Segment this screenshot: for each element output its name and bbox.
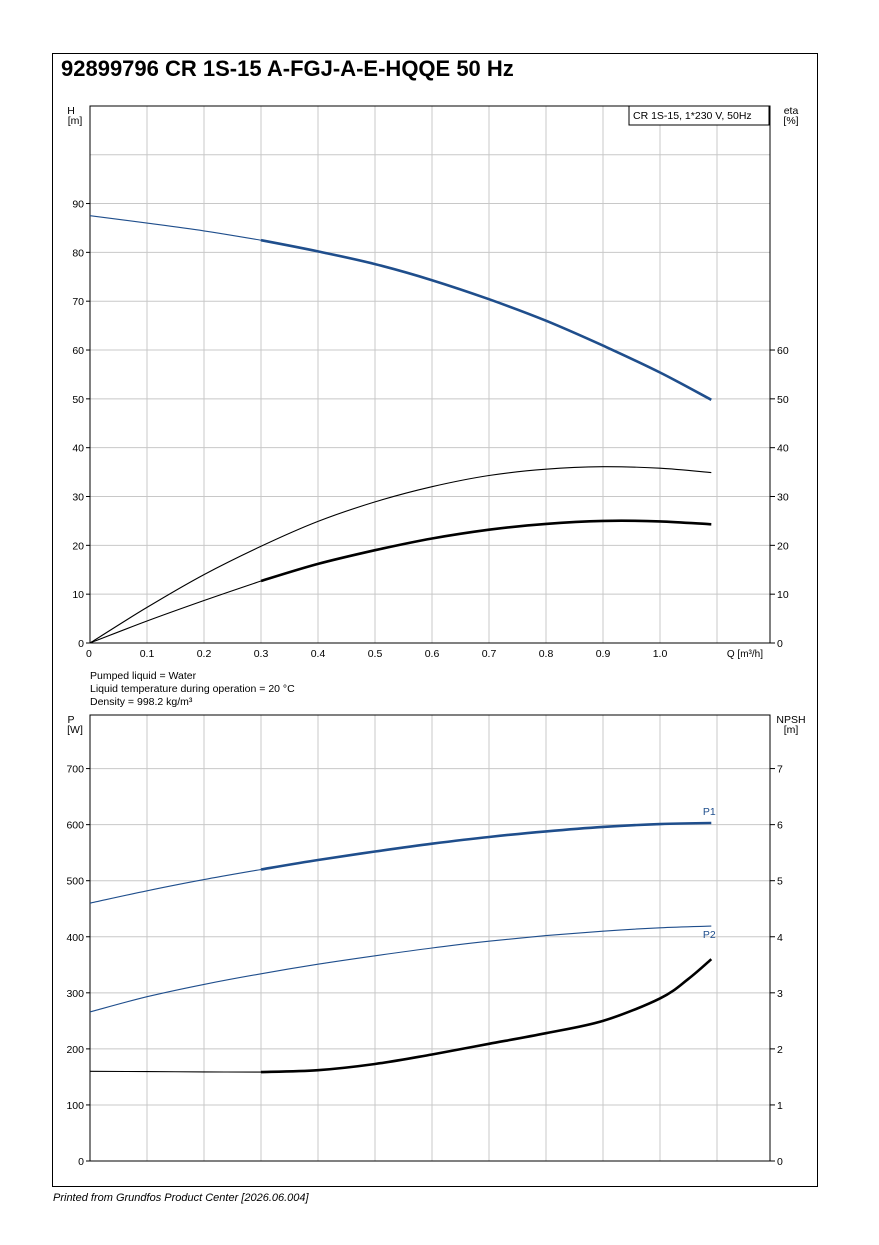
chart-2-right-tick-label-0: 0 [777,1156,783,1168]
chart-1-plot-border [89,105,771,644]
chart-1-right-tick-label-6: 60 [777,345,789,357]
chart-2-left-axis-label: P [67,714,74,726]
chart-2-left-tick-label-4: 400 [66,932,84,944]
chart-1-x-tick-label-0: 0 [86,648,92,660]
chart-2-right-tick-label-2: 2 [777,1044,783,1056]
page-frame [52,53,818,1187]
condition-line-1: Pumped liquid = Water [90,670,197,682]
chart-2-right-tick-label-4: 4 [777,932,783,944]
chart-1-right-axis-unit: [%] [783,115,798,127]
footer-note: Printed from Grundfos Product Center [20… [53,1192,309,1204]
chart-2-right-axis-label: NPSH [776,714,805,726]
chart-2-series-1-label: P1 [703,806,716,818]
chart-2-left-tick-label-1: 100 [66,1100,84,1112]
chart-1-x-tick-label-10: 1.0 [653,648,668,660]
chart-2-left-axis-unit: [W] [67,724,83,736]
chart-1-x-tick-label-7: 0.7 [482,648,497,660]
chart-1-x-tick-label-8: 0.8 [539,648,554,660]
chart-1-right-tick-label-3: 30 [777,492,789,504]
chart-2-plot-border [89,714,771,1162]
chart-1-series-3-line [89,580,262,644]
chart-2-left-tick-label-3: 300 [66,988,84,1000]
chart-1-series-2-line [89,466,712,644]
chart-1-x-tick-label-2: 0.2 [197,648,212,660]
chart-1-x-tick-label-4: 0.4 [311,648,326,660]
chart-2-left-tick-label-6: 600 [66,820,84,832]
chart-2-left-tick-label-5: 500 [66,876,84,888]
page-title: 92899796 CR 1S-15 A-FGJ-A-E-HQQE 50 Hz [61,56,514,81]
chart-2-right-axis-unit: [m] [784,724,799,736]
chart-1-left-tick-label-3: 30 [72,492,84,504]
chart-2-left-tick-label-0: 0 [78,1156,84,1168]
chart-1-left-tick-label-1: 10 [72,589,84,601]
axes-layer [86,105,775,1162]
chart-2-left-tick-label-7: 700 [66,764,84,776]
chart-1-right-axis-label: eta [784,105,799,117]
chart-1-left-tick-label-8: 80 [72,247,84,259]
chart-1-right-tick-label-0: 0 [777,638,783,650]
chart-1-x-tick-label-5: 0.5 [368,648,383,660]
chart-2-series-3-duty-line [260,958,713,1074]
chart-1-left-axis-label: H [67,105,75,117]
chart-1-x-tick-label-6: 0.6 [425,648,440,660]
chart-1-left-tick-label-0: 0 [78,638,84,650]
chart-1-left-tick-label-4: 40 [72,443,84,455]
grid-layer [90,106,770,1161]
condition-line-2: Liquid temperature during operation = 20… [90,683,295,695]
chart-1-left-tick-label-6: 60 [72,345,84,357]
chart-1-right-tick-label-1: 10 [777,589,789,601]
chart-1-left-tick-label-2: 20 [72,540,84,552]
chart-1-right-tick-label-2: 20 [777,540,789,552]
chart-1-x-tick-label-1: 0.1 [140,648,155,660]
condition-line-3: Density = 998.2 kg/m³ [90,696,193,708]
chart-1-left-axis-unit: [m] [68,115,83,127]
chart-2-series-1-duty-line [260,821,712,871]
chart-2-right-tick-label-3: 3 [777,988,783,1000]
chart-1-x-tick-label-3: 0.3 [254,648,269,660]
chart-1-legend-box [628,105,770,126]
chart-2-series-2-label: P2 [703,929,716,941]
chart-2-right-tick-label-1: 1 [777,1100,783,1112]
chart-1-series-1-duty-line [260,238,712,401]
chart-2-right-tick-label-6: 6 [777,820,783,832]
chart-2-left-tick-label-2: 200 [66,1044,84,1056]
chart-2-series-2-line [89,925,712,1013]
series-layer [89,215,713,1074]
chart-1-legend-text: CR 1S-15, 1*230 V, 50Hz [633,110,752,122]
chart-1-right-tick-label-5: 50 [777,394,789,406]
chart-1-series-1-line [89,215,262,241]
chart-1-x-tick-label-9: 0.9 [596,648,611,660]
chart-2-series-3-line [89,1070,262,1073]
chart-1-left-tick-label-9: 90 [72,199,84,211]
labels-layer: 01020304050607080900102030405060H[m]eta[… [66,105,805,1168]
chart-1-left-tick-label-7: 70 [72,296,84,308]
chart-1-left-tick-label-5: 50 [72,394,84,406]
chart-1-right-tick-label-4: 40 [777,443,789,455]
chart-1-x-axis-label: Q [m³/h] [727,649,763,660]
chart-1-series-3-duty-line [260,519,712,583]
chart-2-series-1-line [89,868,262,904]
chart-2-right-tick-label-7: 7 [777,764,783,776]
chart-2-right-tick-label-5: 5 [777,876,783,888]
